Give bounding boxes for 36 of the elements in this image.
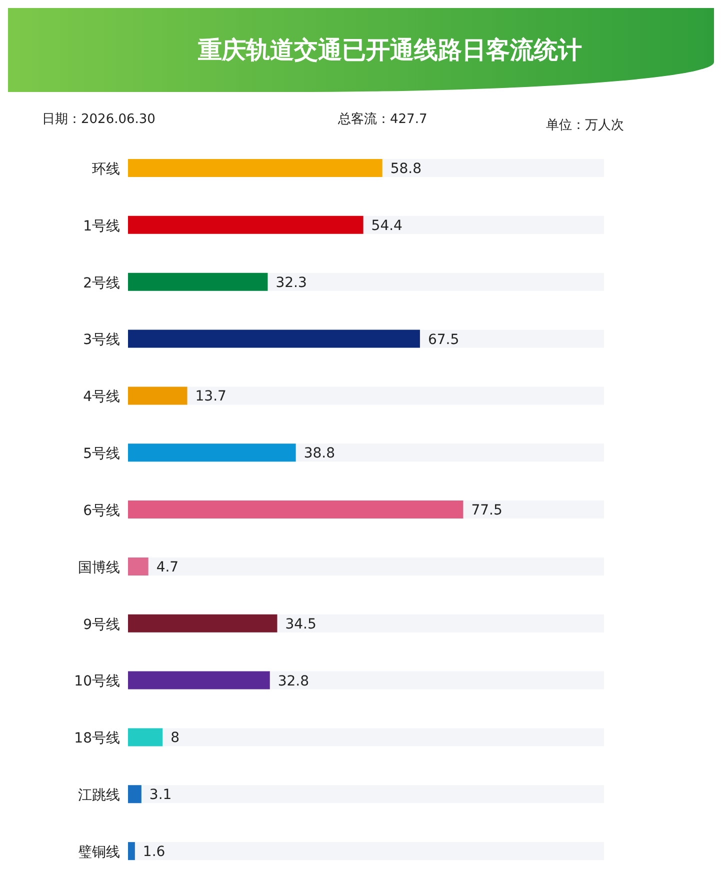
y-tick-label: 3号线 [83,332,120,348]
data-label: 67.5 [428,332,460,348]
y-tick-label: 环线 [92,161,120,178]
y-tick-label: 2号线 [83,275,120,292]
bar [128,386,188,405]
data-label: 13.7 [195,388,226,405]
text: 总客流：427.7 [338,111,428,128]
data-label: 4.7 [156,559,179,576]
data-label: 38.8 [304,446,335,462]
y-tick-label: 1号线 [83,218,120,234]
data-label: 3.1 [149,787,172,804]
y-tick-label: 江跳线 [78,788,120,804]
data-label: 8 [170,730,180,746]
bar [128,785,142,804]
text: 日期：2026.06.30 [42,111,156,128]
data-label: 34.5 [285,616,316,632]
y-tick-label: 9号线 [83,616,120,633]
data-label: 32.3 [276,274,307,291]
data-label: 54.4 [371,218,403,234]
bar [128,557,148,576]
y-tick-label: 璧铜线 [78,844,120,861]
chart-title: 重庆轨道交通已开通线路日客流统计 [198,35,582,66]
data-label: 58.8 [390,161,422,177]
y-tick-label: 18号线 [74,730,120,747]
data-label: 32.8 [278,673,310,690]
text: 单位：万人次 [546,117,624,134]
header-banner: 重庆轨道交通已开通线路日客流统计 [8,8,714,92]
y-tick-label: 10号线 [74,674,120,690]
bar [128,842,135,860]
y-tick-label: 5号线 [83,446,120,462]
bar [128,728,163,746]
y-tick-label: 6号线 [83,502,120,519]
data-label: 1.6 [142,844,166,860]
data-label: 77.5 [471,502,502,519]
y-tick-label: 国博线 [78,560,120,576]
y-tick-label: 4号线 [83,389,120,406]
